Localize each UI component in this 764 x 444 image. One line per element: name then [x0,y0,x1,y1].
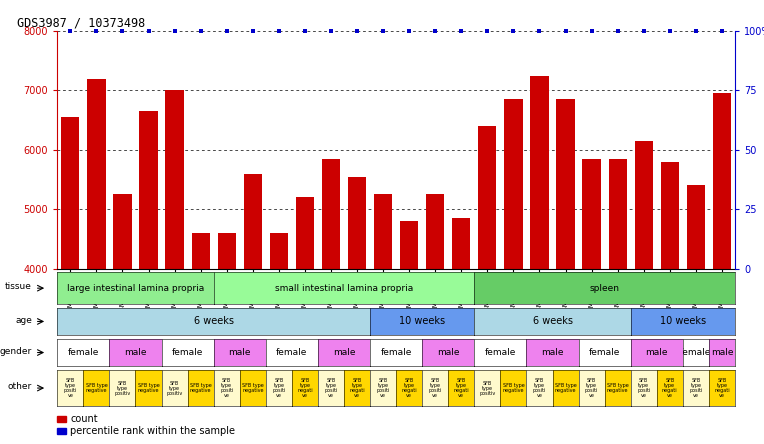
Text: male: male [228,348,251,357]
Bar [113,194,131,269]
Bar [57,416,66,421]
Text: SFB
type
positi
ve: SFB type positi ve [689,378,703,398]
Bar [139,111,157,269]
Text: SFB
type
negati
ve: SFB type negati ve [297,378,312,398]
Bar [244,174,262,269]
Text: female: female [277,348,308,357]
Bar [57,428,66,434]
Text: 10 weeks: 10 weeks [660,317,706,326]
Text: 6 weeks: 6 weeks [533,317,572,326]
Bar [478,126,497,269]
Text: SFB type
negative: SFB type negative [607,383,629,393]
Text: 10 weeks: 10 weeks [399,317,445,326]
Text: small intestinal lamina propria: small intestinal lamina propria [275,284,413,293]
Text: male: male [333,348,355,357]
Text: female: female [589,348,620,357]
Text: SFB type
negative: SFB type negative [242,383,264,393]
Text: SFB
type
negati
ve: SFB type negati ve [454,378,469,398]
Text: SFB
type
positiv: SFB type positiv [115,381,131,396]
Text: SFB
type
negati
ve: SFB type negati ve [401,378,417,398]
Bar [374,194,392,269]
Text: count: count [70,414,98,424]
Text: SFB
type
positiv: SFB type positiv [167,381,183,396]
Text: male: male [437,348,459,357]
Text: SFB
type
negati
ve: SFB type negati ve [349,378,365,398]
Bar [687,186,705,269]
Bar [609,159,626,269]
Bar [400,221,418,269]
Text: gender: gender [0,347,32,356]
Text: SFB
type
positi
ve: SFB type positi ve [220,378,234,398]
Text: SFB
type
positi
ve: SFB type positi ve [429,378,442,398]
Text: large intestinal lamina propria: large intestinal lamina propria [67,284,204,293]
Bar [296,198,314,269]
Bar [452,218,471,269]
Text: SFB type
negative: SFB type negative [555,383,576,393]
Text: SFB
type
negati
ve: SFB type negati ve [662,378,678,398]
Bar [556,99,575,269]
Bar [713,93,731,269]
Text: SFB type
negative: SFB type negative [86,383,107,393]
Text: SFB
type
positi
ve: SFB type positi ve [637,378,650,398]
Bar [322,159,340,269]
Bar [530,75,549,269]
Bar [166,91,183,269]
Bar [192,233,210,269]
Bar [504,99,523,269]
Text: SFB
type
positi
ve: SFB type positi ve [63,378,77,398]
Bar [426,194,445,269]
Bar [582,159,601,269]
Text: 6 weeks: 6 weeks [194,317,234,326]
Text: female: female [380,348,412,357]
Text: SFB
type
positiv: SFB type positiv [479,381,496,396]
Text: tissue: tissue [5,282,32,291]
Text: spleen: spleen [590,284,620,293]
Text: female: female [484,348,516,357]
Bar [270,233,288,269]
Bar [218,233,236,269]
Text: SFB
type
negati
ve: SFB type negati ve [714,378,730,398]
Text: SFB
type
positi
ve: SFB type positi ve [324,378,338,398]
Text: SFB
type
positi
ve: SFB type positi ve [377,378,390,398]
Text: GDS3987 / 10373498: GDS3987 / 10373498 [17,17,145,30]
Text: age: age [15,316,32,325]
Text: male: male [711,348,733,357]
Text: SFB type
negative: SFB type negative [138,383,160,393]
Text: male: male [125,348,147,357]
Text: female: female [680,348,711,357]
Text: female: female [68,348,99,357]
Text: SFB
type
positi
ve: SFB type positi ve [272,378,286,398]
Text: SFB
type
positi
ve: SFB type positi ve [533,378,546,398]
Text: SFB
type
positi
ve: SFB type positi ve [585,378,598,398]
Text: percentile rank within the sample: percentile rank within the sample [70,426,235,436]
Bar [661,162,679,269]
Text: male: male [646,348,668,357]
Bar [635,141,653,269]
Text: SFB type
negative: SFB type negative [503,383,524,393]
Text: male: male [541,348,564,357]
Bar [61,117,79,269]
Bar [348,177,366,269]
Text: other: other [8,382,32,391]
Text: female: female [172,348,203,357]
Text: SFB type
negative: SFB type negative [189,383,212,393]
Bar [87,79,105,269]
